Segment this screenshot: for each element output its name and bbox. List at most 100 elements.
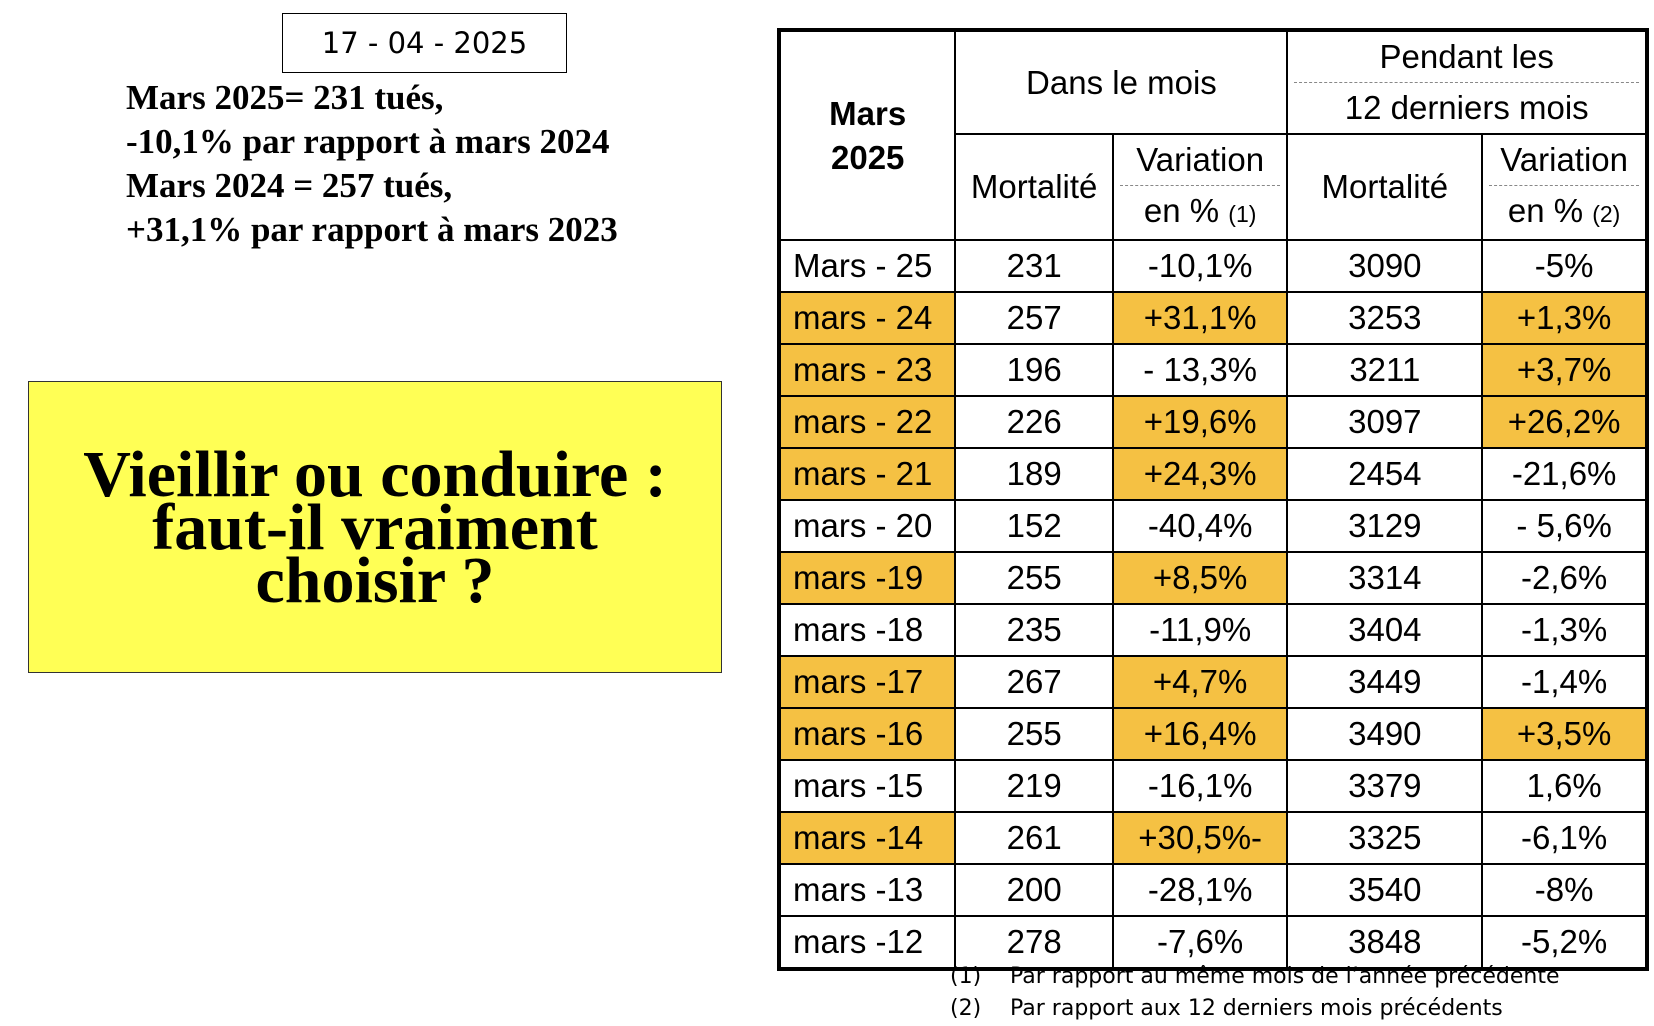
footnotes: (1) Par rapport au même mois de l’année … xyxy=(950,961,1560,1025)
footnote-text: Par rapport aux 12 derniers mois précéde… xyxy=(1010,996,1503,1021)
mortality-12-cell: 3097 xyxy=(1286,395,1484,449)
mortality-cell: 231 xyxy=(954,239,1114,293)
table-row: mars -17 267 +4,7% 3449 -1,4% xyxy=(777,655,1648,709)
footnote-text: Par rapport au même mois de l’année préc… xyxy=(1010,964,1560,989)
group-header-12-months: Pendant les 12 derniers mois xyxy=(1286,29,1648,135)
footnote: (1) Par rapport au même mois de l’année … xyxy=(950,961,1560,993)
mortality-12-cell: 3325 xyxy=(1286,811,1484,865)
table-body: Mars - 25 231 -10,1% 3090 -5% mars - 24 257 +31… xyxy=(777,239,1648,970)
variation-month-cell: -28,1% xyxy=(1111,863,1289,917)
footnote-ref: (1) xyxy=(1228,201,1257,227)
table-row: mars - 21 189 +24,3% 2454 -21,6% xyxy=(777,447,1648,501)
variation-label: Variation xyxy=(1489,135,1639,186)
row-label-cell: mars - 23 xyxy=(777,343,957,397)
mortality-cell: 267 xyxy=(954,655,1114,709)
variation-month-cell: +4,7% xyxy=(1111,655,1289,709)
variation-12-cell: +1,3% xyxy=(1481,291,1648,345)
variation-12-cell: -6,1% xyxy=(1481,811,1648,865)
table-row: mars - 23 196- 13,3% 3211 +3,7% xyxy=(777,343,1648,397)
summary-line: +31,1% par rapport à mars 2023 xyxy=(126,210,618,249)
variation-12-cell: +3,5% xyxy=(1481,707,1648,761)
summary-line: Mars 2025= 231 tués, xyxy=(126,78,444,117)
variation-month-cell: +30,5%- xyxy=(1111,811,1289,865)
col-header-variation-12: Variation en % (2) xyxy=(1481,133,1648,241)
variation-12-cell: -1,4% xyxy=(1481,655,1648,709)
headline-line: faut-il vraiment xyxy=(152,490,598,564)
headline-box: Vieillir ou conduire : faut-il vraiment … xyxy=(28,381,722,673)
row-label-cell: mars -14 xyxy=(777,811,957,865)
table-row: mars -18 235 -11,9% 3404 -1,3% xyxy=(777,603,1648,657)
table-corner-header: Mars 2025 xyxy=(777,29,957,241)
col-header-mortality: Mortalité xyxy=(954,133,1114,241)
row-label-cell: mars -19 xyxy=(777,551,957,605)
variation-month-cell: -16,1% xyxy=(1111,759,1289,813)
table-row: mars -16 255 +16,4% 3490 +3,5% xyxy=(777,707,1648,761)
col-header-mortality-12: Mortalité xyxy=(1286,133,1484,241)
row-label-cell: mars -13 xyxy=(777,863,957,917)
mortality-cell: 152 xyxy=(954,499,1114,553)
row-label-cell: mars - 24 xyxy=(777,291,957,345)
col-header-variation: Variation en % (1) xyxy=(1111,133,1289,241)
variation-month-cell: - 13,3% xyxy=(1111,343,1289,397)
table-row: mars -13 200 -28,1% 3540 -8% xyxy=(777,863,1648,917)
date-box: 17 - 04 - 2025 xyxy=(282,13,567,73)
mortality-cell: 255 xyxy=(954,551,1114,605)
mortality-cell: 255 xyxy=(954,707,1114,761)
mortality-cell: 257 xyxy=(954,291,1114,345)
variation-month-cell: +16,4% xyxy=(1111,707,1289,761)
variation-month-cell: -7,6% xyxy=(1111,915,1289,970)
variation-12-cell: - 5,6% xyxy=(1481,499,1648,553)
variation-12-cell: -5% xyxy=(1481,239,1648,293)
variation-12-cell: -2,6% xyxy=(1481,551,1648,605)
table-row: mars -15 219 -16,1% 3379 1,6% xyxy=(777,759,1648,813)
row-label-cell: mars -17 xyxy=(777,655,957,709)
variation-month-cell: -11,9% xyxy=(1111,603,1289,657)
variation-12-cell: -8% xyxy=(1481,863,1648,917)
table-row: mars -19 255 +8,5% 3314 -2,6% xyxy=(777,551,1648,605)
mortality-cell: 189 xyxy=(954,447,1114,501)
row-label-cell: mars -16 xyxy=(777,707,957,761)
percent-label: en % (2) xyxy=(1507,192,1621,229)
variation-label: Variation xyxy=(1119,135,1281,186)
variation-12-cell: +3,7% xyxy=(1481,343,1648,397)
mortality-cell: 235 xyxy=(954,603,1114,657)
footnote: (2) Par rapport aux 12 derniers mois pré… xyxy=(950,993,1560,1025)
corner-line: Mars xyxy=(829,94,907,132)
summary-text: Mars 2025= 231 tués, -10,1% par rapport … xyxy=(126,76,618,252)
group-header-line: 12 derniers mois xyxy=(1344,89,1589,126)
footnote-ref: (2) xyxy=(1592,201,1621,227)
summary-line: Mars 2024 = 257 tués, xyxy=(126,166,453,205)
row-label-cell: mars -12 xyxy=(777,915,957,970)
table-row: mars -12 278 -7,6% 3848 -5,2% xyxy=(777,915,1648,970)
corner-line: 2025 xyxy=(830,138,905,176)
variation-month-cell: +8,5% xyxy=(1111,551,1289,605)
variation-12-cell: -21,6% xyxy=(1481,447,1648,501)
mortality-12-cell: 3211 xyxy=(1286,343,1484,397)
mortality-12-cell: 3404 xyxy=(1286,603,1484,657)
headline-line: Vieillir ou conduire : xyxy=(83,437,667,511)
mortality-cell: 226 xyxy=(954,395,1114,449)
variation-12-cell: +26,2% xyxy=(1481,395,1648,449)
mortality-cell: 278 xyxy=(954,915,1114,970)
group-header-line: Pendant les xyxy=(1294,32,1639,83)
table-row: Mars - 25 231 -10,1% 3090 -5% xyxy=(777,239,1648,293)
mortality-cell: 219 xyxy=(954,759,1114,813)
row-label-cell: mars -18 xyxy=(777,603,957,657)
row-label-cell: mars - 21 xyxy=(777,447,957,501)
variation-month-cell: +31,1% xyxy=(1111,291,1289,345)
mortality-cell: 196 xyxy=(954,343,1114,397)
mortality-12-cell: 3129 xyxy=(1286,499,1484,553)
mortality-12-cell: 3253 xyxy=(1286,291,1484,345)
variation-12-cell: -1,3% xyxy=(1481,603,1648,657)
table-row: mars -14 261 +30,5%- 3325 -6,1% xyxy=(777,811,1648,865)
summary-line: -10,1% par rapport à mars 2024 xyxy=(126,122,610,161)
table-row: mars - 22 226 +19,6% 3097 +26,2% xyxy=(777,395,1648,449)
variation-month-cell: +19,6% xyxy=(1111,395,1289,449)
row-label-cell: Mars - 25 xyxy=(777,239,957,293)
headline-line: choisir ? xyxy=(255,543,495,617)
variation-month-cell: -40,4% xyxy=(1111,499,1289,553)
variation-12-cell: -5,2% xyxy=(1481,915,1648,970)
headline-text: Vieillir ou conduire : faut-il vraiment … xyxy=(83,437,667,617)
mortality-12-cell: 3314 xyxy=(1286,551,1484,605)
mortality-cell: 200 xyxy=(954,863,1114,917)
